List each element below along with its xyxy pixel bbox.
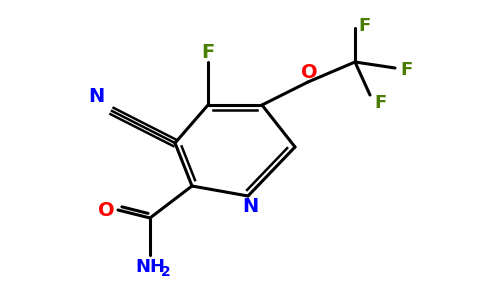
Text: F: F [359,17,371,35]
Text: F: F [374,94,386,112]
Text: F: F [401,61,413,79]
Text: NH: NH [135,258,165,276]
Text: 2: 2 [161,265,171,279]
Text: N: N [242,197,258,217]
Text: O: O [98,202,114,220]
Text: N: N [88,88,104,106]
Text: O: O [301,62,318,82]
Text: F: F [201,43,214,61]
